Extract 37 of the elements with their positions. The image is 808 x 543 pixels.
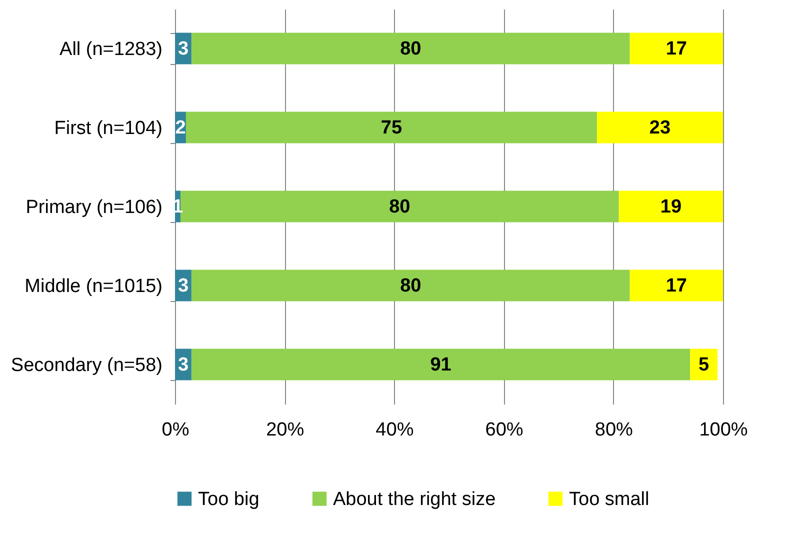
data-label: 3 [178,38,189,60]
x-tick-label: 80% [594,420,634,440]
data-label: 80 [389,196,410,218]
data-label: 80 [400,276,422,296]
x-tick-label: 100% [699,420,748,440]
bar [191,32,630,64]
legend-label: Too small [569,488,650,510]
bar [191,270,630,302]
bar [630,270,723,302]
x-tick-label: 40% [376,420,414,440]
legend-label: About the right size [333,488,496,510]
y-tick-label: All (n=1283) [60,39,162,60]
bar [690,348,718,380]
data-label: 3 [178,354,189,376]
x-tick-label: 20% [266,420,304,440]
data-label: 5 [698,354,710,376]
y-tick-label: Middle (n=1015) [24,276,162,297]
data-label: 80 [400,38,422,60]
y-tick-label: First (n=104) [54,118,162,139]
data-label: 17 [666,276,687,296]
legend-label: Too big [198,488,260,510]
data-label: 2 [175,118,186,138]
y-tick-label: Primary (n=106) [26,197,162,218]
bar [191,348,690,380]
bar [596,112,723,144]
data-label: 3 [178,276,189,296]
data-label: 17 [666,38,687,60]
bar [618,190,723,222]
bar [186,112,597,144]
data-label: 19 [660,196,682,218]
data-label: 91 [430,354,452,376]
x-tick-label: 0% [162,420,190,440]
x-tick-label: 60% [485,420,524,440]
bar [630,32,723,64]
y-tick-label: Secondary (n=58) [10,355,162,376]
data-label: 75 [380,118,402,138]
data-label: 23 [649,118,671,138]
